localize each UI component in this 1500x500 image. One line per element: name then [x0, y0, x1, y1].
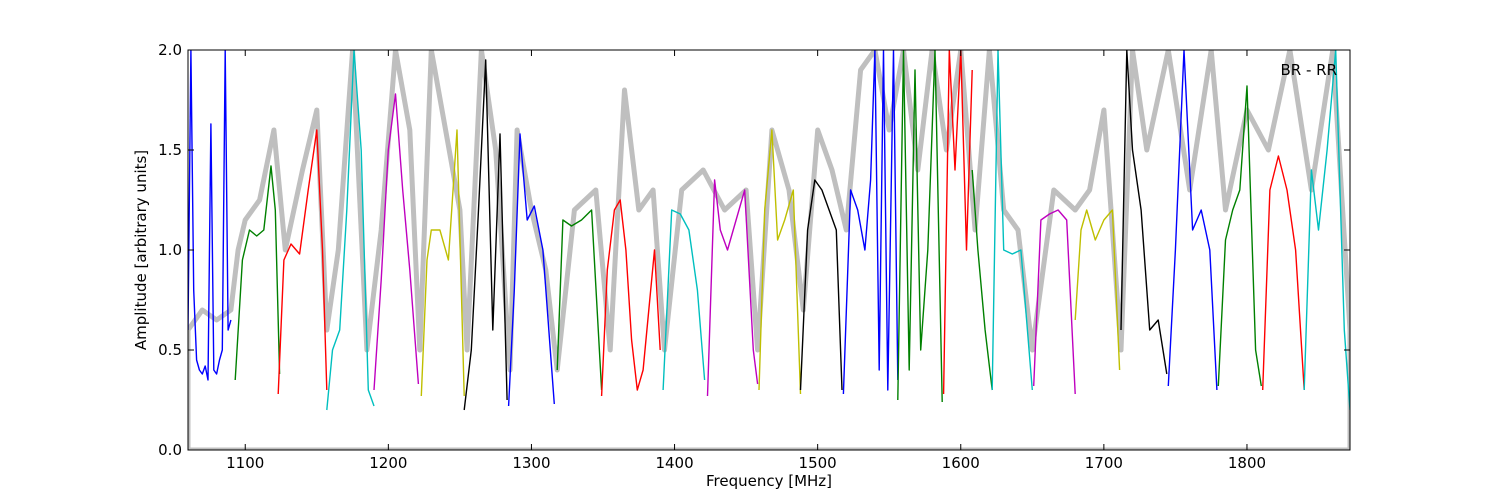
x-tick-label: 1200	[369, 454, 407, 472]
series-line-4	[326, 50, 375, 411]
series-line-13	[758, 129, 802, 395]
series-line-11	[662, 209, 706, 391]
series-line-6	[420, 129, 465, 397]
envelope-band	[188, 50, 1350, 450]
series-line-19	[991, 50, 1033, 391]
series-line-26	[1303, 50, 1350, 411]
plot-area	[188, 50, 1350, 450]
y-tick-label: 2.0	[158, 41, 182, 59]
x-tick-label: 1600	[942, 454, 980, 472]
series-line-1	[188, 50, 232, 381]
series-line-3	[277, 129, 328, 395]
y-tick-label: 0.5	[158, 341, 182, 359]
series-line-12	[706, 179, 759, 397]
y-axis-ticks: 0.0 0.5 1.0 1.5 2.0	[158, 41, 1350, 459]
series-line-22	[1120, 50, 1168, 375]
series-line-25	[1262, 155, 1305, 391]
x-axis-label: Frequency [MHz]	[706, 472, 832, 490]
y-tick-label: 1.0	[158, 241, 182, 259]
series-line-7	[463, 59, 508, 411]
y-tick-label: 0.0	[158, 441, 182, 459]
series-line-8	[507, 133, 555, 407]
series-line-21	[1074, 209, 1121, 371]
x-tick-label: 1800	[1228, 454, 1266, 472]
series-line-5	[373, 93, 420, 391]
series-line-16	[897, 50, 943, 403]
series-line-9	[556, 209, 603, 391]
series-line-2	[234, 165, 281, 381]
x-axis-ticks: 1100 1200 1300 1400 1500 1600 1700 1800	[226, 50, 1266, 472]
series-line-24	[1217, 85, 1262, 387]
y-tick-label: 1.5	[158, 141, 182, 159]
series-line-18	[971, 169, 993, 391]
x-tick-label: 1300	[512, 454, 550, 472]
x-tick-label: 1500	[799, 454, 837, 472]
series-line-20	[1033, 209, 1076, 395]
series-line-10	[600, 199, 661, 397]
series-line-17	[942, 50, 973, 395]
x-tick-label: 1400	[655, 454, 693, 472]
series-layer	[188, 50, 1350, 411]
x-tick-label: 1100	[226, 454, 264, 472]
x-tick-label: 1700	[1085, 454, 1123, 472]
series-line-23	[1167, 50, 1218, 391]
y-axis-label: Amplitude [arbitrary units]	[132, 150, 150, 350]
series-line-15	[842, 50, 899, 395]
series-line-14	[799, 179, 843, 391]
plot-annotation: BR - RR	[1280, 61, 1337, 79]
